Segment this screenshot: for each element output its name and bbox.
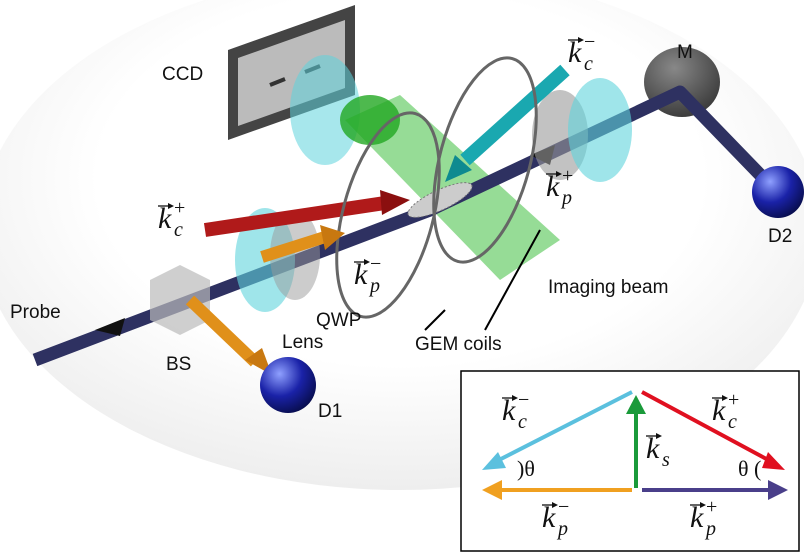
vector-sup: + [174, 197, 185, 219]
vector-sup: + [562, 165, 573, 187]
vector: k + c [712, 389, 739, 433]
probe-minus-beam [260, 231, 327, 263]
label: D1 [318, 401, 342, 422]
d1-beam [185, 295, 260, 367]
vector-label: k + c [158, 197, 185, 241]
lens-right [568, 78, 632, 182]
vector: k − p [354, 253, 381, 297]
vector-arrow-head [578, 37, 584, 43]
vector-label: k − c [502, 389, 529, 433]
vector-base: k [542, 501, 556, 534]
vector-label: k + p [690, 496, 717, 540]
vector: k + c [158, 197, 185, 241]
vector-sup: − [558, 496, 569, 518]
label: BS [166, 354, 191, 375]
vector-label: k − p [354, 253, 381, 297]
label: CCD [162, 64, 203, 85]
vector-arrow-head [552, 502, 558, 508]
d1-head [245, 348, 272, 375]
vector-sup: − [370, 253, 381, 275]
vector-sub: c [174, 219, 183, 241]
vector: k + p [690, 496, 717, 540]
vector-sup: − [584, 31, 595, 53]
probe-arrow [95, 318, 125, 336]
vector: k − c [568, 31, 595, 75]
pointer [424, 309, 446, 331]
probe-minus-head [320, 225, 345, 250]
vector-arrow-head [556, 171, 562, 177]
vector: k − p [542, 496, 569, 540]
vector-sub: p [556, 518, 568, 540]
label: GEM coils [415, 334, 502, 355]
vector-sub: c [728, 411, 737, 433]
vector-base: k [354, 258, 368, 291]
inset-arrows [482, 390, 788, 500]
vector-arrow-head [364, 259, 370, 265]
gem-coil [335, 111, 441, 319]
vector-base: k [568, 36, 582, 69]
vector-sub: p [704, 518, 716, 540]
vector-arrow-head [700, 502, 706, 508]
beam-splitter [150, 265, 210, 335]
vector-label: k − c [568, 31, 595, 75]
inset-box [460, 370, 800, 552]
pointer [484, 229, 541, 331]
gem-coil [432, 56, 538, 264]
atoms [407, 182, 473, 218]
vector-base: k [646, 432, 660, 465]
vector-base: k [546, 170, 560, 203]
vector-arrow-head [168, 203, 174, 209]
label: Imaging beam [548, 277, 668, 298]
detector-d1 [260, 357, 316, 413]
vector-base: k [158, 202, 172, 235]
vector: k + p [546, 165, 573, 209]
angle-label: θ ( [738, 456, 761, 481]
label: D2 [768, 226, 792, 247]
control-beam-plus [203, 196, 387, 237]
angle-label: )θ [517, 456, 535, 481]
vector-sup: + [706, 496, 717, 518]
control-beam-plus-head [380, 190, 410, 215]
vector-label: k + c [712, 389, 739, 433]
angle: θ [524, 456, 535, 481]
control-beam-minus [460, 64, 570, 166]
label: QWP [316, 310, 361, 331]
vector-sub: p [368, 275, 380, 297]
vector-sub: p [560, 187, 572, 209]
vector-label: k + p [546, 165, 573, 209]
vector-sub: s [662, 449, 670, 471]
vector-sup: − [518, 389, 529, 411]
control-beam-minus-head [445, 155, 472, 182]
vector-base: k [690, 501, 704, 534]
vector-label: k − p [542, 496, 569, 540]
vector-arrow-head [722, 395, 728, 401]
vector-base: k [712, 394, 726, 427]
label: M [677, 42, 693, 63]
angle: θ [738, 456, 749, 481]
vector-sup: + [728, 389, 739, 411]
vector-arrow-head [656, 433, 662, 439]
vector: k − c [502, 389, 529, 433]
qwp [270, 210, 320, 300]
vector-sub: c [584, 53, 593, 75]
vector-arrow-head [512, 395, 518, 401]
label: Lens [282, 332, 323, 353]
label: Probe [10, 302, 61, 323]
ccd-lens [290, 55, 360, 165]
vector-base: k [502, 394, 516, 427]
vector-sub: c [518, 411, 527, 433]
imaging-beam-end [340, 95, 400, 145]
detector-d2 [752, 166, 804, 218]
